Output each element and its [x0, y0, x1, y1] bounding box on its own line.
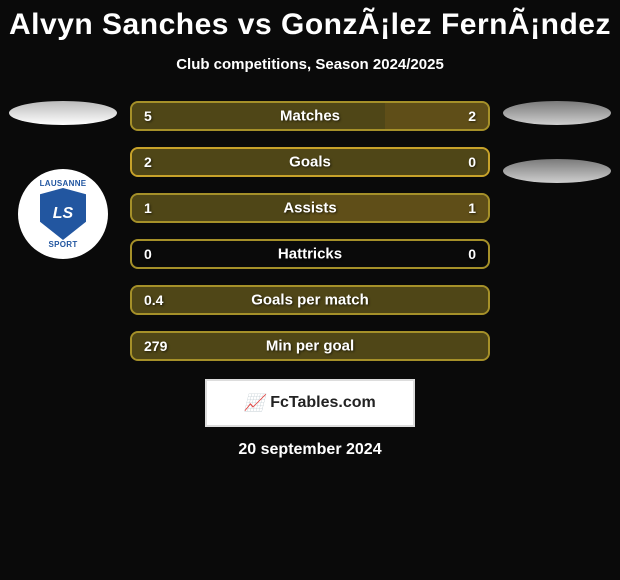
- stat-bars-container: 5 Matches 2 2 Goals 0 1 Assists 1 0 Hattricks 0 0.4 G…: [120, 101, 500, 361]
- stat-label: Assists: [283, 200, 336, 217]
- stat-bar-fill-right: [310, 195, 488, 221]
- stat-bar: 279 Min per goal: [130, 331, 490, 361]
- club-logo-left: LAUSANNE LS SPORT: [18, 169, 108, 259]
- stat-bar: 5 Matches 2: [130, 101, 490, 131]
- stat-bar-fill-left: [132, 103, 385, 129]
- club-logo-top-text: LAUSANNE: [40, 179, 87, 188]
- stat-value-right: 0: [468, 246, 476, 262]
- stat-bar: 1 Assists 1: [130, 193, 490, 223]
- club-logo-bottom-text: SPORT: [48, 240, 77, 249]
- brand-icon: 📈: [244, 393, 264, 413]
- player-left-avatar-placeholder: [9, 101, 117, 125]
- stat-label: Hattricks: [278, 246, 342, 263]
- stat-label: Min per goal: [266, 338, 354, 355]
- stat-bar: 2 Goals 0: [130, 147, 490, 177]
- stat-value-right: 2: [468, 108, 476, 124]
- player-right-avatar-placeholder: [503, 101, 611, 125]
- stat-label: Goals per match: [251, 292, 369, 309]
- stat-value-left: 0: [144, 246, 152, 262]
- comparison-body: LAUSANNE LS SPORT 5 Matches 2 2 Goals 0 1 Assis…: [0, 101, 620, 361]
- stat-value-left: 2: [144, 154, 152, 170]
- stat-value-left: 279: [144, 338, 167, 354]
- brand-badge: 📈 FcTables.com: [205, 379, 415, 427]
- club-logo-initials: LS: [53, 205, 73, 223]
- stat-value-right: 0: [468, 154, 476, 170]
- comparison-title: Alvyn Sanches vs GonzÃ¡lez FernÃ¡ndez: [0, 0, 620, 42]
- comparison-subtitle: Club competitions, Season 2024/2025: [0, 56, 620, 73]
- brand-text: FcTables.com: [270, 394, 376, 412]
- stat-bar: 0.4 Goals per match: [130, 285, 490, 315]
- stat-value-left: 0.4: [144, 292, 163, 308]
- stat-bar: 0 Hattricks 0: [130, 239, 490, 269]
- stat-value-right: 1: [468, 200, 476, 216]
- club-logo-right-placeholder: [503, 159, 611, 183]
- stat-label: Goals: [289, 154, 331, 171]
- club-logo-shield: LS: [40, 188, 86, 240]
- stat-label: Matches: [280, 108, 340, 125]
- stat-value-left: 1: [144, 200, 152, 216]
- left-side-column: LAUSANNE LS SPORT: [0, 101, 120, 259]
- right-side-column: [500, 101, 620, 183]
- footer-date: 20 september 2024: [0, 441, 620, 459]
- stat-value-left: 5: [144, 108, 152, 124]
